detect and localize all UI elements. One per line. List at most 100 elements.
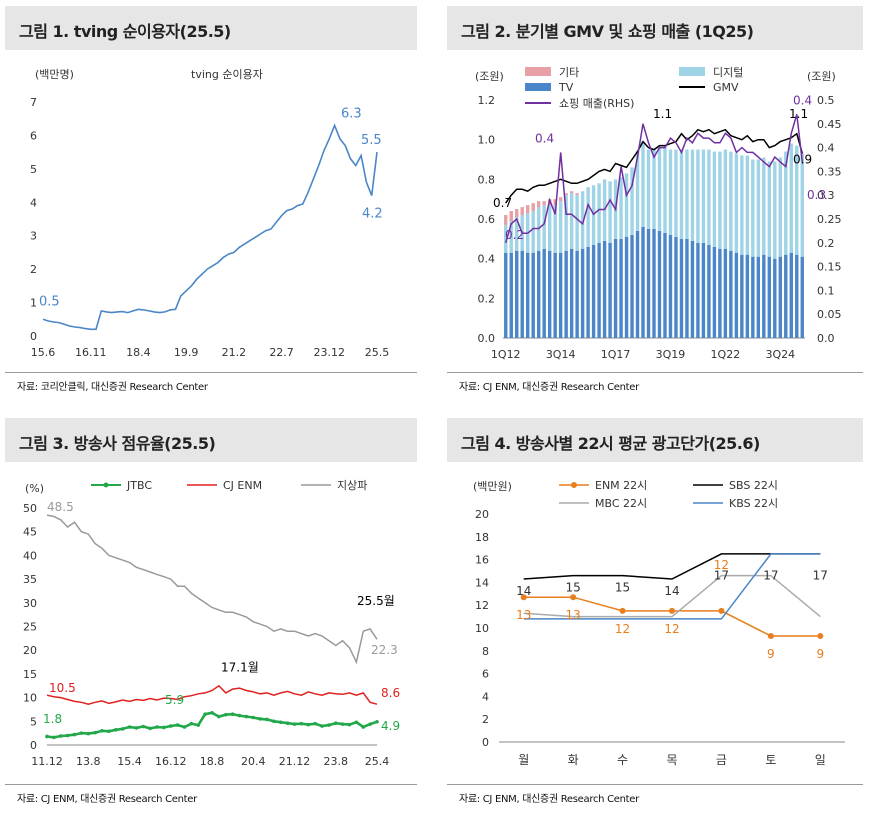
data-label: 48.5 [47, 500, 74, 514]
y-tick-label: 1.2 [478, 94, 496, 107]
divider [5, 372, 417, 373]
panel-title: 그림 1. tving 순이용자(25.5) [19, 22, 231, 41]
series-point-enm [570, 594, 577, 601]
series-line-shopping [504, 114, 804, 244]
bar-digital [646, 149, 651, 229]
divider [447, 784, 863, 785]
x-tick-label: 16.11 [75, 346, 107, 359]
series-point-jtbc [278, 720, 283, 725]
legend-label: GMV [713, 81, 739, 94]
bar-digital [652, 149, 656, 229]
series-point-jtbc [45, 734, 49, 739]
data-label: 1.8 [43, 712, 62, 726]
bar-tv [542, 248, 546, 338]
y-tick-label: 3 [30, 230, 37, 243]
y2-tick-label: 0.3 [817, 189, 835, 202]
data-label-enm: 9 [816, 647, 824, 661]
data-label-enm: 12 [615, 622, 630, 636]
series-point-jtbc [237, 713, 242, 718]
y-tick-label: 5 [30, 715, 37, 728]
legend-label: SBS 22시 [729, 479, 778, 492]
series-point-enm [718, 607, 725, 614]
bar-digital [635, 151, 640, 231]
data-label-sbs: 17 [813, 569, 828, 583]
y-tick-label: 5 [30, 163, 37, 176]
series-point-jtbc [306, 722, 311, 727]
bar-tv [630, 234, 634, 338]
bar-other [558, 197, 563, 202]
data-label: 22.3 [371, 643, 398, 657]
legend-label: JTBC [126, 479, 152, 492]
series-point-jtbc [134, 726, 139, 730]
x-tick-label: 금 [716, 753, 727, 767]
bar-tv [553, 252, 557, 338]
series-point-jtbc [258, 717, 262, 721]
bar-digital [729, 151, 733, 251]
data-label: 0.4 [535, 131, 554, 145]
bar-digital [630, 167, 634, 235]
y-tick-label: 40 [23, 549, 37, 562]
bar-digital [778, 157, 782, 257]
bar-digital [558, 201, 563, 253]
bar-digital [789, 143, 793, 253]
data-label: 25.5월 [357, 594, 395, 608]
data-label-sbs: 15 [615, 581, 630, 595]
y-tick-label: 50 [23, 502, 37, 515]
y-tick-label: 0 [30, 330, 37, 343]
y2-tick-label: 0.2 [817, 237, 835, 250]
data-label-enm: 9 [767, 647, 775, 661]
bar-tv [657, 230, 662, 338]
bar-digital [641, 141, 645, 227]
series-point-jtbc [292, 722, 297, 726]
bar-tv [696, 242, 700, 338]
y-tick-label: 16 [475, 554, 489, 567]
bar-tv [778, 256, 782, 338]
bar-tv [668, 234, 673, 338]
bar-tv [767, 256, 772, 338]
data-label: 0.5 [39, 294, 60, 309]
bar-digital [580, 191, 585, 249]
bar-tv [520, 250, 524, 338]
bar-digital [773, 161, 777, 259]
series-point-jtbc [361, 725, 366, 729]
series-point-jtbc [182, 725, 187, 729]
series-point-jtbc [285, 721, 290, 725]
bar-tv [635, 230, 640, 338]
bar-other [536, 201, 541, 208]
bar-tv [558, 252, 563, 338]
bar-digital [712, 151, 717, 247]
bar-digital [575, 195, 579, 251]
y-tick-label: 1 [30, 297, 37, 310]
bar-tv [602, 240, 607, 338]
bar-tv [784, 254, 788, 338]
series-point-jtbc [230, 712, 235, 716]
x-tick-label: 23.8 [324, 755, 349, 768]
y-tick-label: 6 [482, 668, 489, 681]
series-point-jtbc [333, 721, 338, 725]
bar-tv [597, 242, 601, 338]
chart-tving-users: (백만명) tving 순이용자 0 1 2 3 4 5 6 7 15.6 16.11 18.4 19.9… [30, 68, 389, 359]
bar-tv [795, 254, 799, 338]
series-point-jtbc [354, 720, 359, 725]
bar-digital [569, 193, 574, 249]
bar-tv [762, 254, 766, 338]
bar-other [526, 205, 530, 214]
panel-header: 그림 1. tving 순이용자(25.5) [5, 6, 417, 50]
bar-digital [542, 205, 546, 249]
y-tick-label: 12 [475, 599, 489, 612]
legend-label: MBC 22시 [595, 497, 647, 510]
bar-digital [619, 177, 623, 239]
bar-tv [569, 248, 574, 338]
data-label-enm: 12 [714, 558, 729, 572]
legend-label: 지상파 [337, 479, 367, 492]
bar-digital [509, 220, 513, 253]
bar-other [542, 201, 546, 206]
bar-other [553, 199, 557, 206]
x-tick-label: 15.6 [31, 346, 56, 359]
y-tick-label: 30 [23, 597, 37, 610]
chart-broadcast-share: (%) 0 5 10 15 20 25 30 35 40 45 50 11.12 13.8 15.4 16.1… [23, 479, 400, 768]
bar-digital [745, 155, 750, 255]
data-label: 5.9 [165, 693, 184, 707]
bar-digital [515, 217, 519, 251]
